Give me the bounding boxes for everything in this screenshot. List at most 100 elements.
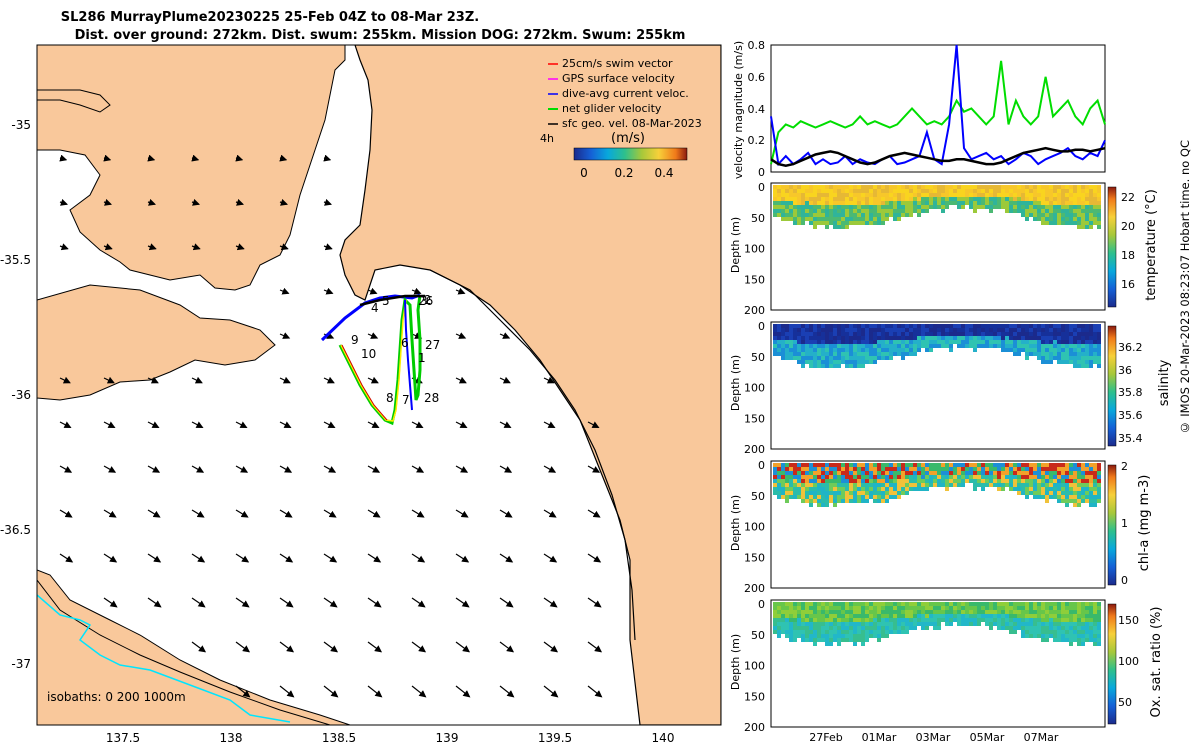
section-cell bbox=[849, 205, 853, 209]
section-cell bbox=[1045, 217, 1049, 221]
section-cell bbox=[857, 201, 861, 205]
section-cell bbox=[953, 606, 957, 610]
section-cell bbox=[917, 610, 921, 614]
section-cell bbox=[1017, 189, 1021, 193]
section-cell bbox=[1001, 614, 1005, 618]
section-cell bbox=[909, 340, 913, 344]
section-cell bbox=[909, 197, 913, 201]
section-cell bbox=[981, 332, 985, 336]
section-cell bbox=[1061, 189, 1065, 193]
vector-arrow bbox=[587, 509, 601, 518]
section-cell bbox=[845, 495, 849, 499]
section-cell bbox=[1073, 352, 1077, 356]
section-cell bbox=[937, 479, 941, 483]
section-cell bbox=[1045, 491, 1049, 495]
section-cell bbox=[849, 614, 853, 618]
section-cell bbox=[1081, 217, 1085, 221]
section-cell bbox=[845, 491, 849, 495]
section-cell bbox=[1081, 364, 1085, 368]
vector-arrow bbox=[191, 376, 203, 384]
section-cell bbox=[837, 622, 841, 626]
section-cell bbox=[949, 189, 953, 193]
section-cell bbox=[1033, 467, 1037, 471]
section-cell bbox=[1057, 618, 1061, 622]
section-cell bbox=[865, 348, 869, 352]
section-cell bbox=[817, 638, 821, 642]
section-cell bbox=[1061, 328, 1065, 332]
section-cell bbox=[861, 344, 865, 348]
section-cell bbox=[805, 491, 809, 495]
map-area bbox=[37, 45, 721, 725]
section-cell bbox=[817, 328, 821, 332]
vector-arrow bbox=[279, 421, 292, 428]
section-cell bbox=[1045, 630, 1049, 634]
section-cell bbox=[977, 483, 981, 487]
section-cell bbox=[993, 193, 997, 197]
section-cell bbox=[965, 618, 969, 622]
section-cell bbox=[1057, 221, 1061, 225]
section-cell bbox=[1001, 193, 1005, 197]
section-cell bbox=[1097, 495, 1101, 499]
vector-arrow bbox=[279, 641, 295, 653]
section-cell bbox=[1081, 475, 1085, 479]
section-cell bbox=[849, 638, 853, 642]
section-cell bbox=[881, 217, 885, 221]
vector-arrow bbox=[103, 465, 117, 473]
section-cell bbox=[1013, 185, 1017, 189]
section-cell bbox=[857, 217, 861, 221]
section-cell bbox=[997, 185, 1001, 189]
section-cell bbox=[909, 618, 913, 622]
section-cell bbox=[865, 328, 869, 332]
section-cell bbox=[777, 495, 781, 499]
section-cell bbox=[957, 193, 961, 197]
section-cell bbox=[1093, 352, 1097, 356]
section-cell bbox=[893, 205, 897, 209]
section-cell bbox=[813, 189, 817, 193]
section-cell bbox=[817, 344, 821, 348]
section-cell bbox=[869, 618, 873, 622]
section-cell bbox=[785, 499, 789, 503]
section-cell bbox=[1045, 622, 1049, 626]
section-cell bbox=[865, 217, 869, 221]
section-cell bbox=[973, 614, 977, 618]
section-cell bbox=[1041, 602, 1045, 606]
section-cell bbox=[1061, 499, 1065, 503]
section-cell bbox=[989, 463, 993, 467]
section-cell bbox=[777, 634, 781, 638]
section-cell bbox=[1053, 638, 1057, 642]
section-cell bbox=[1097, 352, 1101, 356]
depth-y-label: Depth (m) bbox=[729, 634, 742, 690]
legend-item: dive-avg current veloc. bbox=[562, 87, 689, 100]
section-cell bbox=[905, 475, 909, 479]
section-cell bbox=[945, 479, 949, 483]
section-cell bbox=[997, 618, 1001, 622]
section-cell bbox=[821, 189, 825, 193]
section-cell bbox=[1077, 487, 1081, 491]
section-cell bbox=[949, 606, 953, 610]
section-cell bbox=[897, 217, 901, 221]
section-cell bbox=[897, 618, 901, 622]
section-cell bbox=[893, 209, 897, 213]
section-cell bbox=[781, 622, 785, 626]
section-cell bbox=[941, 332, 945, 336]
section-cell bbox=[1009, 622, 1013, 626]
section-cell bbox=[1081, 618, 1085, 622]
section-cell bbox=[829, 217, 833, 221]
section-cell bbox=[853, 221, 857, 225]
section-cell bbox=[1065, 630, 1069, 634]
section-cell bbox=[1045, 479, 1049, 483]
section-cell bbox=[949, 336, 953, 340]
section-cell bbox=[961, 328, 965, 332]
section-cell bbox=[985, 336, 989, 340]
section-cell bbox=[905, 467, 909, 471]
section-cell bbox=[889, 324, 893, 328]
section-cell bbox=[773, 344, 777, 348]
section-cell bbox=[1089, 221, 1093, 225]
section-cell bbox=[773, 205, 777, 209]
section-cell bbox=[1073, 340, 1077, 344]
section-cell bbox=[1049, 213, 1053, 217]
section-cell bbox=[1061, 348, 1065, 352]
section-cell bbox=[1065, 352, 1069, 356]
section-cell bbox=[909, 352, 913, 356]
section-cell bbox=[857, 475, 861, 479]
